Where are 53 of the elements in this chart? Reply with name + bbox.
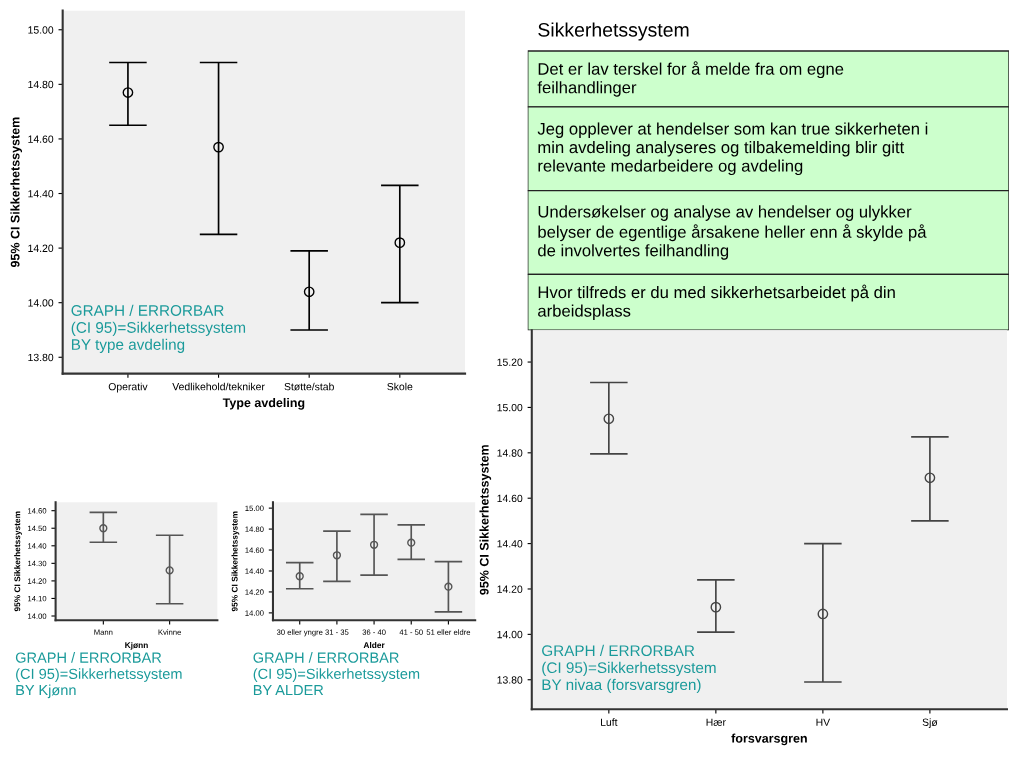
text: Det er lav terskel for å melde fra om egne feilhandlinger [537,61,844,97]
annotation: GRAPH / ERRORBAR (CI 95)=Sikkerhetssystem BY nivaa (forsvarsgren) [542,644,716,694]
x-tick-label: Operativ [108,382,148,393]
y-axis-title: 95% CI Sikkerhetssystem [231,511,240,612]
x-tick-label: Skole [387,382,413,391]
y-tick-label: 14.20 [497,585,523,593]
point [369,540,379,549]
x-axis-title: forsvarsgren [731,733,807,746]
point [122,87,134,98]
point [303,286,315,298]
point [407,538,416,547]
annotation: GRAPH / ERRORBAR (CI 95)=Sikkerhetssystem BY type avdeling [71,304,246,353]
text: Sikkerhetssystem [538,22,689,41]
point [603,413,615,425]
x-tick-label: Vedlikehold/tekniker [172,382,265,391]
y-tick-label: 14.20 [28,244,54,252]
text: Jeg opplever at hendelser som kan true sikkerheten i min avdeling analyseres og tilbakemelding blir gitt relevante medarbeidere og avdeling [537,122,928,176]
text: Undersøkelser og analyse av hendelser og ulykker belyser de egentlige årsakene heller enn å skylde på de involvertes feilhandling [538,205,927,260]
y-tick-label: 14.40 [497,540,523,548]
y-tick-label: 13.80 [28,353,54,362]
y-tick-label: 14.60 [497,494,523,503]
y-tick-label: 15.20 [497,358,523,366]
y-axis-title: 95% CI Sikkerhetssystem [10,117,23,268]
x-tick-label: Støtte/stab [284,382,334,391]
text: GRAPH / ERRORBAR (CI 95)=Sikkerhetssystem BY Kjønn [15,652,182,699]
y-tick-label: 14.80 [28,80,54,89]
x-tick-label: Luft [601,718,618,726]
y-axis-title: 95% CI Sikkerhetssystem [479,445,492,595]
point [924,472,936,484]
y-tick-label: 14.00 [28,299,54,307]
y-tick-label: 15.00 [28,26,54,34]
y-tick-label: 13.80 [497,676,523,684]
y-tick-label: 14.00 [497,630,523,639]
point [444,582,453,591]
x-tick-label: HV [816,718,831,726]
text: Hvor tilfreds er du med sikkerhetsarbeidet på din arbeidsplass [538,284,895,321]
x-tick-label: Sjø [922,718,938,728]
y-tick-label: 15.00 [497,403,523,412]
x-axis-title: Type avdeling [222,397,305,410]
x-axis-title: Kjønn [125,641,148,650]
x-tick-label: Hær [706,718,726,726]
y-tick-label: 14.40 [28,190,54,198]
text: GRAPH / ERRORBAR (CI 95)=Sikkerhetssystem BY ALDER [253,652,420,696]
point [213,141,224,153]
y-tick-label: 14.80 [497,449,523,457]
point [295,572,304,581]
point [394,237,406,249]
y-axis-title: 95% CI Sikkerhetssystem [14,511,22,612]
point [332,551,342,560]
x-axis-title: Alder [363,641,385,649]
point [817,608,829,620]
y-tick-label: 14.60 [28,135,54,143]
point [710,601,722,613]
